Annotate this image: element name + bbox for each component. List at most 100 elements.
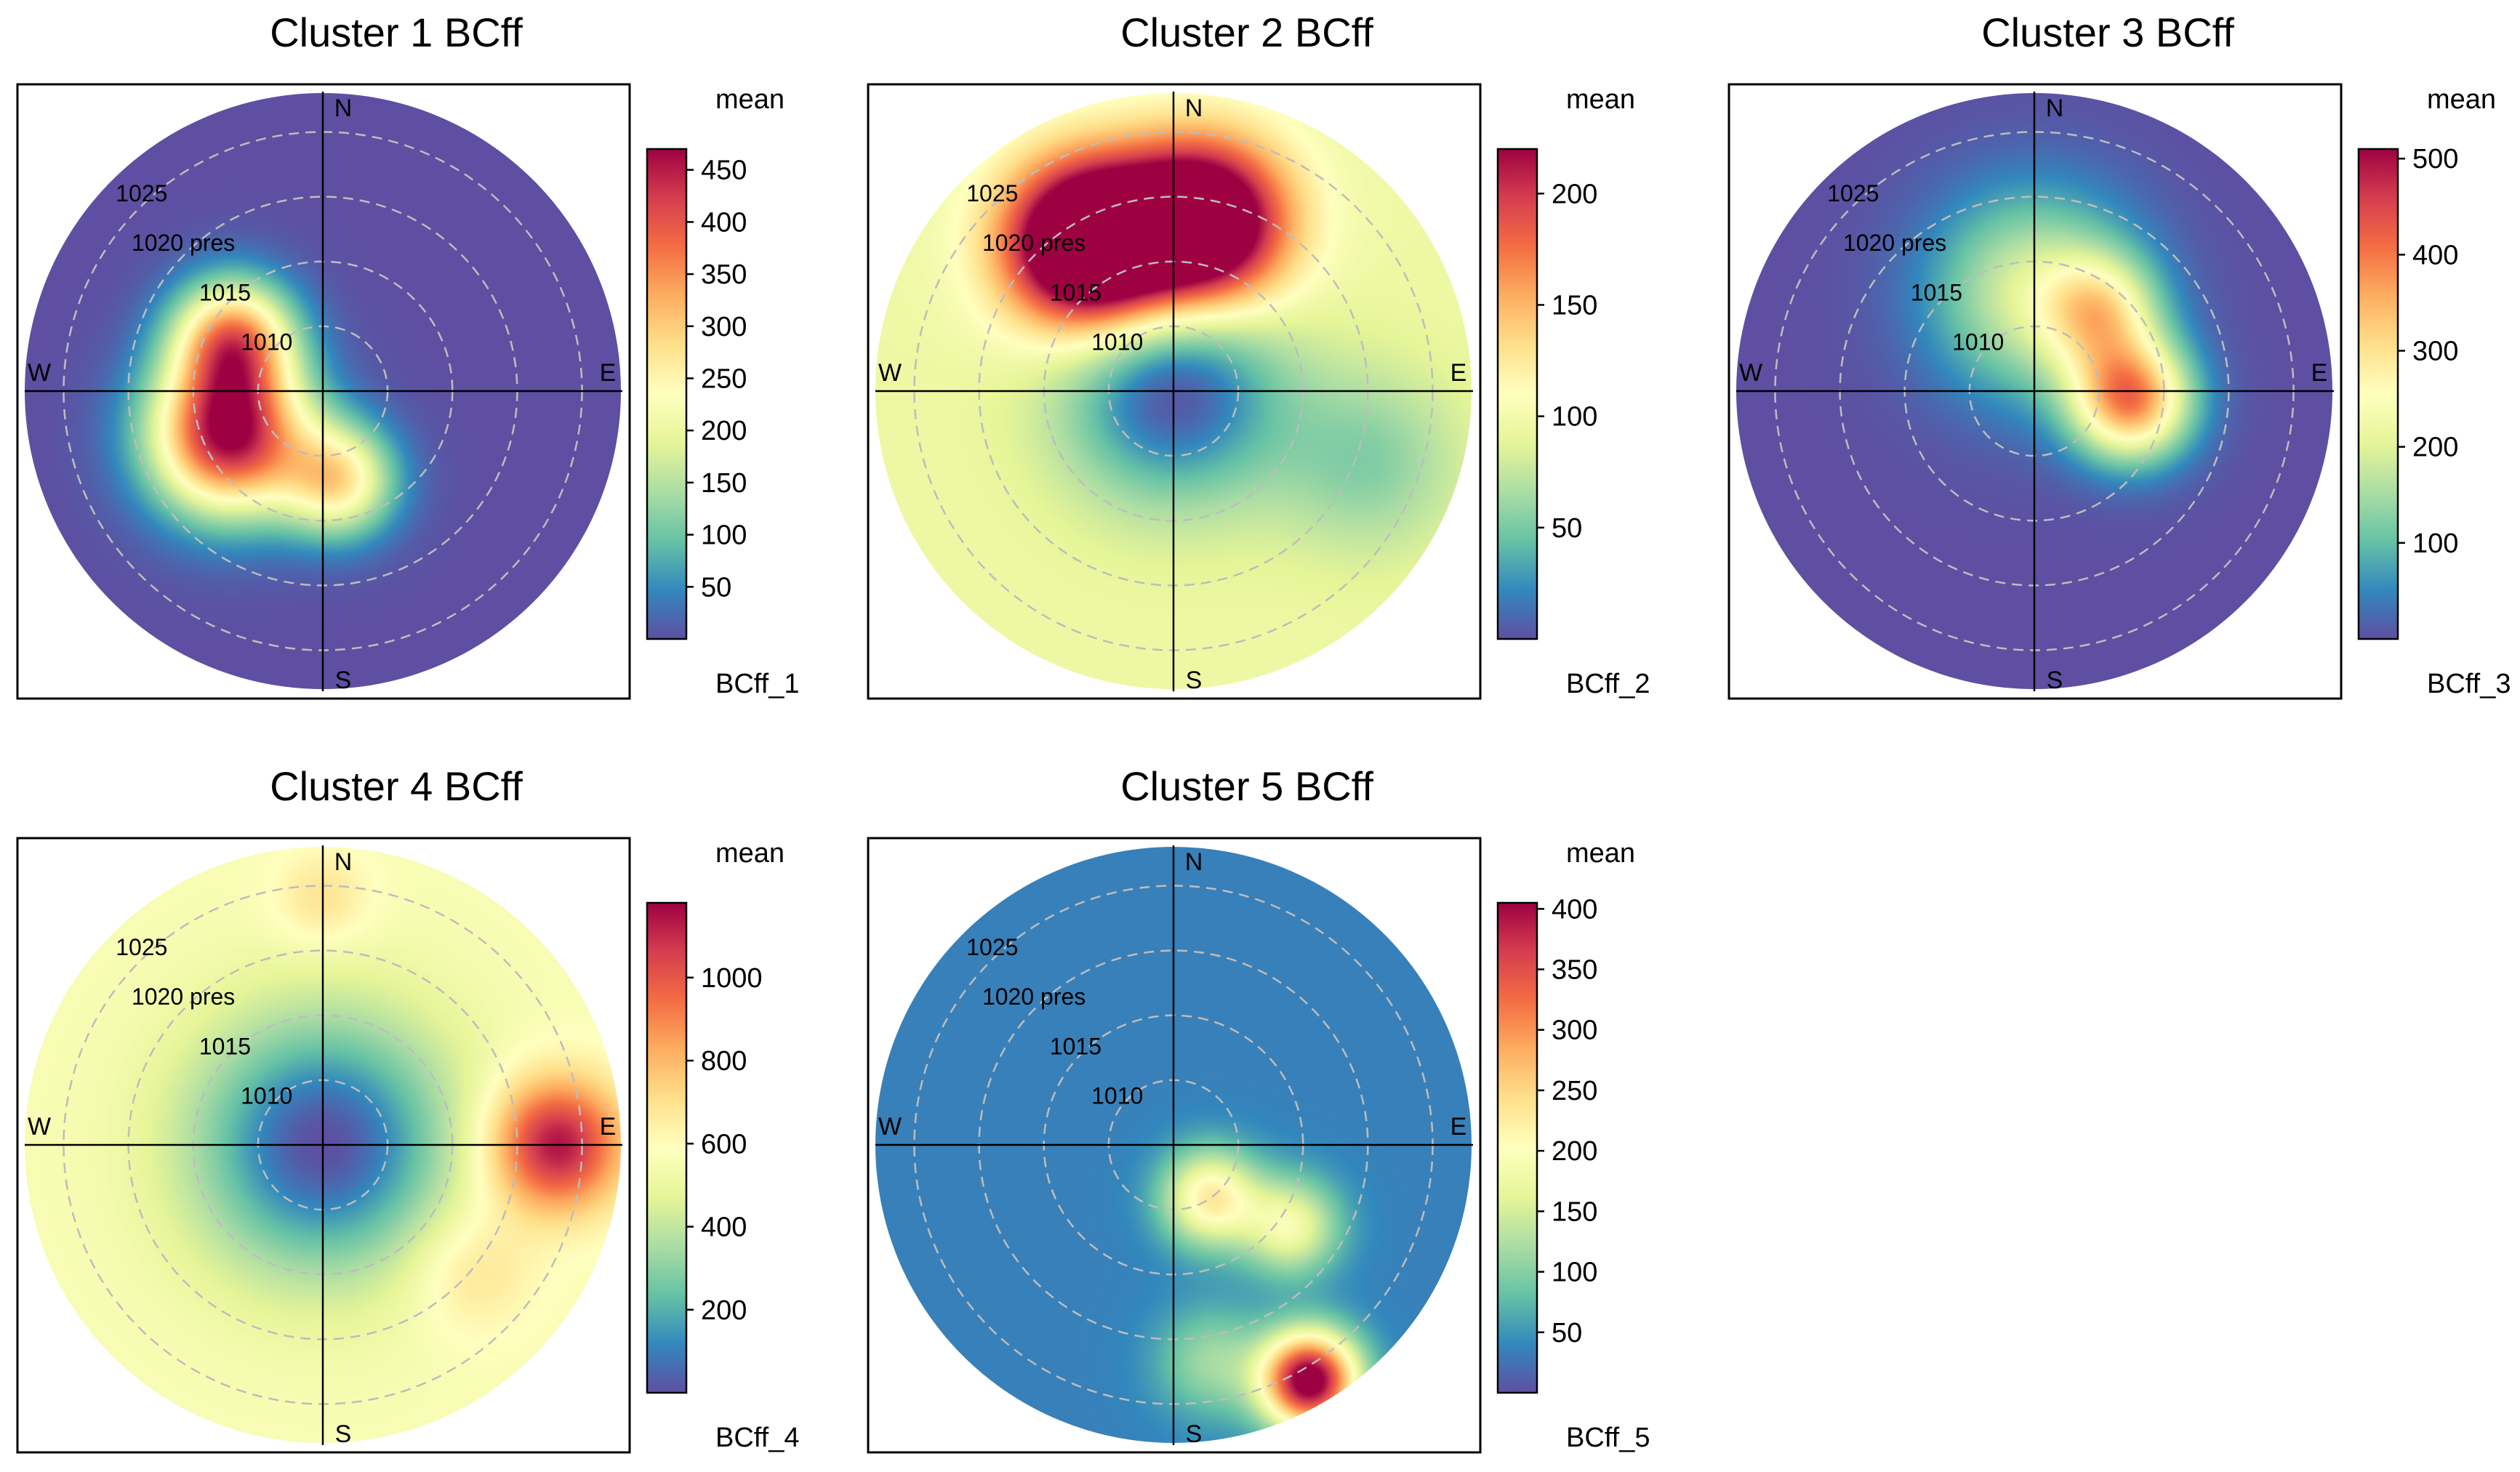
panel-cluster-3: Cluster 3 BCff 1010 1015 1020 pres 1025 N E S W 1… — [1728, 9, 2511, 700]
compass-w: W — [1739, 359, 1762, 387]
colorbar: 50 100 150 200 250 300 350 400 mean BCff_5 — [1496, 838, 1650, 1453]
compass-w: W — [878, 359, 902, 387]
colorbar-ramp — [2357, 148, 2399, 640]
colorbar-ramp — [646, 901, 688, 1394]
colorbar-pollutant: BCff_2 — [1566, 669, 1650, 699]
colorbar-tick-label: 400 — [701, 1212, 747, 1243]
colorbar-tick-label: 800 — [701, 1046, 747, 1077]
colorbar-statistic: mean — [1566, 84, 1635, 115]
panel-cluster-2: Cluster 2 BCff 1010 1015 1020 pres 1025 N E S W 5… — [867, 9, 1650, 700]
ring-label: 1025 — [116, 934, 167, 960]
compass-e: E — [600, 1113, 617, 1141]
colorbar-tick-label: 200 — [1552, 1136, 1597, 1167]
ring-label: 1025 — [966, 180, 1018, 206]
colorbar: 50 100 150 200 250 300 350 400 450 mean BCff_1 — [646, 84, 799, 699]
colorbar-tick-label: 450 — [701, 156, 747, 186]
colorbar-ramp — [1496, 148, 1538, 640]
compass-w: W — [28, 359, 51, 387]
ring-label: 1025 — [966, 934, 1018, 960]
colorbar-tick-label: 1000 — [701, 963, 763, 994]
colorbar-tick-label: 200 — [2412, 433, 2458, 463]
colorbar-tick-label: 150 — [1552, 1196, 1597, 1227]
plot-frame — [16, 837, 631, 1454]
panel-cluster-4: Cluster 4 BCff 1010 1015 1020 pres 1025 N E S W 2… — [16, 763, 799, 1454]
colorbar-tick-label: 350 — [701, 260, 747, 290]
ring-label: 1015 — [1050, 1033, 1102, 1059]
ring-label: 1015 — [199, 279, 251, 305]
panels: Cluster 1 BCff 1010 1015 1020 pres 1025 N E S W 5… — [16, 9, 2511, 1454]
colorbar-tick-label: 300 — [1552, 1015, 1597, 1046]
colorbar: 200 400 600 800 1000 mean BCff_4 — [646, 838, 799, 1453]
compass-n: N — [334, 94, 353, 122]
plot-frame — [16, 83, 631, 700]
colorbar-pollutant: BCff_4 — [715, 1423, 799, 1453]
colorbar-tick-label: 200 — [701, 1295, 747, 1326]
ring-label: 1020 pres — [132, 984, 235, 1010]
colorbar-ramp — [1496, 901, 1538, 1394]
panel-cluster-5: Cluster 5 BCff 1010 1015 1020 pres 1025 N E S W 5… — [867, 763, 1650, 1454]
plot-frame — [867, 837, 1482, 1454]
compass-e: E — [2311, 359, 2328, 387]
compass-s: S — [335, 667, 352, 694]
ring-label: 1020 pres — [132, 230, 235, 256]
colorbar-statistic: mean — [1566, 838, 1635, 869]
colorbar-statistic: mean — [2427, 84, 2496, 115]
colorbar-tick-label: 100 — [1552, 402, 1597, 433]
compass-s: S — [1186, 667, 1203, 694]
panel-title: Cluster 3 BCff — [1981, 9, 2234, 55]
colorbar-ramp — [646, 148, 688, 640]
compass-w: W — [878, 1113, 902, 1141]
ring-label: 1025 — [116, 180, 167, 206]
compass-n: N — [2046, 94, 2064, 122]
ring-label: 1010 — [1091, 1083, 1143, 1109]
colorbar-tick-label: 150 — [1552, 290, 1597, 321]
ring-label: 1010 — [241, 329, 292, 355]
ring-label: 1025 — [1827, 180, 1879, 206]
panel-title: Cluster 4 BCff — [270, 763, 523, 809]
colorbar: 50 100 150 200 mean BCff_2 — [1496, 84, 1650, 699]
compass-w: W — [28, 1113, 51, 1141]
panel-title: Cluster 2 BCff — [1120, 9, 1373, 55]
colorbar-tick-label: 250 — [1552, 1076, 1597, 1106]
colorbar-tick-label: 400 — [701, 207, 747, 238]
ring-label: 1010 — [1091, 329, 1143, 355]
compass-n: N — [1185, 94, 1203, 122]
ring-label: 1010 — [1952, 329, 2004, 355]
plot-frame — [867, 83, 1482, 700]
colorbar-pollutant: BCff_1 — [715, 669, 799, 699]
colorbar-tick-label: 50 — [1552, 513, 1582, 544]
compass-e: E — [1450, 359, 1467, 387]
compass-n: N — [334, 848, 353, 876]
panel-cluster-1: Cluster 1 BCff 1010 1015 1020 pres 1025 N E S W 5… — [16, 9, 799, 700]
colorbar-statistic: mean — [715, 838, 785, 869]
compass-e: E — [600, 359, 617, 387]
colorbar-pollutant: BCff_5 — [1566, 1423, 1650, 1453]
colorbar-tick-label: 50 — [701, 572, 731, 603]
colorbar-tick-label: 50 — [1552, 1318, 1582, 1348]
colorbar-tick-label: 300 — [701, 312, 747, 342]
colorbar-tick-label: 400 — [2412, 240, 2458, 270]
colorbar-tick-label: 500 — [2412, 144, 2458, 174]
panel-title: Cluster 1 BCff — [270, 9, 523, 55]
colorbar-tick-label: 350 — [1552, 955, 1597, 986]
compass-s: S — [2047, 667, 2063, 694]
ring-label: 1010 — [241, 1083, 292, 1109]
ring-label: 1015 — [1050, 279, 1102, 305]
colorbar-tick-label: 300 — [2412, 337, 2458, 367]
compass-s: S — [1186, 1420, 1203, 1448]
colorbar-tick-label: 100 — [1552, 1258, 1597, 1288]
colorbar-tick-label: 200 — [1552, 179, 1597, 209]
ring-label: 1020 pres — [982, 984, 1086, 1010]
colorbar-statistic: mean — [715, 84, 785, 115]
colorbar-pollutant: BCff_3 — [2427, 669, 2511, 699]
ring-label: 1015 — [199, 1033, 251, 1059]
compass-s: S — [335, 1420, 352, 1448]
colorbar-tick-label: 600 — [701, 1129, 747, 1159]
colorbar-tick-label: 250 — [701, 363, 747, 394]
colorbar-tick-label: 100 — [2412, 528, 2458, 559]
colorbar-tick-label: 400 — [1552, 894, 1597, 925]
colorbar-tick-label: 150 — [701, 468, 747, 499]
colorbar-tick-label: 200 — [701, 416, 747, 446]
colorbar-tick-label: 100 — [701, 520, 747, 551]
